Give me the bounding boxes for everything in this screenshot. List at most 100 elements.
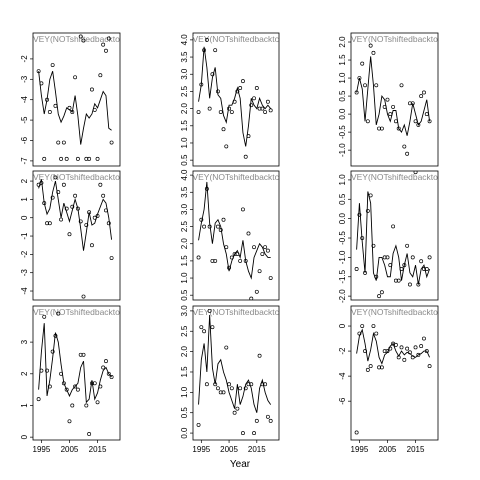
y-tick-label: 1.5 — [180, 255, 189, 267]
data-point — [422, 267, 426, 271]
data-point — [240, 207, 245, 212]
y-tick-label: -5 — [20, 116, 29, 124]
plot-frame — [32, 305, 121, 441]
data-point — [365, 367, 370, 372]
y-tick-label: -1.5 — [338, 269, 347, 283]
x-tick-label: 2005 — [220, 445, 238, 454]
data-point — [385, 255, 390, 260]
y-tick-label: -4 — [338, 372, 347, 380]
data-point — [365, 208, 370, 213]
data-point — [265, 99, 270, 104]
x-tick-label: 2015 — [89, 445, 107, 454]
panel: RVEY(NOTshiftedbacktoD -2.0 -1.5 -1.0 -0.5 0.… — [338, 170, 439, 303]
data-point — [84, 156, 89, 161]
data-point — [59, 217, 64, 222]
y-tick-label: -1.0 — [338, 250, 347, 264]
data-point — [371, 243, 376, 248]
y-tick-label: -6 — [338, 397, 347, 405]
data-point — [59, 156, 64, 161]
data-point — [106, 36, 111, 41]
data-point — [268, 108, 273, 113]
data-point — [229, 386, 234, 391]
data-point — [229, 110, 234, 114]
data-point — [221, 127, 226, 132]
data-point — [202, 329, 207, 334]
plot-area — [196, 37, 273, 159]
data-point — [422, 90, 426, 95]
panel: RVEY(NOTshiftedbacktoD 0.5 1.0 1.5 2.0 2.5 3.0… — [180, 169, 280, 301]
data-point — [243, 386, 248, 391]
data-point — [393, 278, 398, 283]
data-point — [371, 324, 376, 328]
data-point — [92, 381, 97, 386]
y-tick-label: 1.0 — [180, 137, 189, 149]
data-point — [410, 255, 415, 260]
plot-area — [36, 175, 114, 299]
data-point — [78, 219, 83, 224]
data-point — [252, 431, 256, 436]
y-tick-label: -0.5 — [338, 231, 347, 245]
y-tick-label: 1.0 — [338, 72, 347, 84]
data-point — [213, 48, 218, 53]
data-point — [221, 390, 226, 395]
data-point — [109, 375, 114, 379]
data-point — [204, 382, 209, 387]
y-tick-label: 0.5 — [338, 90, 347, 102]
y-tick-label: -2 — [20, 55, 29, 63]
data-point — [257, 353, 262, 358]
y-tick-label: -4 — [20, 96, 29, 104]
x-tick-label: 2015 — [248, 445, 266, 454]
data-point — [73, 384, 78, 389]
data-point — [252, 96, 256, 101]
data-point — [268, 418, 273, 423]
y-tick-label: -7 — [20, 157, 29, 165]
y-tick-label: 3.0 — [180, 305, 189, 317]
y-tick-label: 2.0 — [180, 346, 189, 358]
data-point — [53, 175, 58, 180]
data-point — [263, 245, 268, 250]
data-point — [98, 73, 103, 78]
y-tick-label: 1 — [20, 197, 29, 202]
y-tick-label: -3 — [20, 75, 29, 83]
panel-title: RVEY(NOTshiftedbacktoD — [27, 307, 126, 317]
data-point — [204, 37, 209, 42]
data-point — [89, 87, 94, 92]
data-point — [402, 144, 407, 149]
y-tick-label: 0.5 — [180, 154, 189, 166]
data-point — [419, 344, 424, 349]
data-point — [61, 140, 66, 145]
data-point — [419, 259, 424, 264]
data-point — [224, 144, 229, 149]
y-tick-label: 1.5 — [338, 54, 347, 66]
data-point — [50, 195, 55, 200]
data-point — [45, 221, 49, 226]
data-point — [109, 140, 114, 145]
y-tick-label: 1 — [20, 403, 29, 408]
data-point — [36, 397, 41, 402]
data-point — [70, 403, 75, 408]
data-point — [405, 151, 410, 156]
data-point — [218, 390, 223, 395]
data-point — [221, 217, 226, 222]
data-point — [56, 311, 61, 316]
panel: RVEY(NOTshiftedbacktoD 0 1 2 3 1995 2005 2015 — [20, 305, 126, 454]
y-tick-label: 3.5 — [180, 51, 189, 63]
data-point — [419, 94, 424, 99]
data-point — [50, 349, 55, 354]
data-point — [87, 156, 92, 161]
data-point — [260, 252, 265, 256]
y-tick-label: -2 — [338, 347, 347, 355]
fit-line — [38, 71, 112, 145]
data-point — [199, 325, 204, 330]
y-tick-label: 0.0 — [338, 108, 347, 120]
fit-line — [356, 328, 430, 365]
data-point — [106, 371, 111, 376]
plot-frame — [350, 170, 439, 301]
data-point — [393, 342, 398, 347]
data-point — [379, 365, 384, 370]
y-tick-label: -6 — [20, 136, 29, 144]
x-tick-label: 1995 — [192, 445, 210, 454]
y-tick-label: 2 — [20, 371, 29, 376]
data-point — [89, 243, 94, 248]
